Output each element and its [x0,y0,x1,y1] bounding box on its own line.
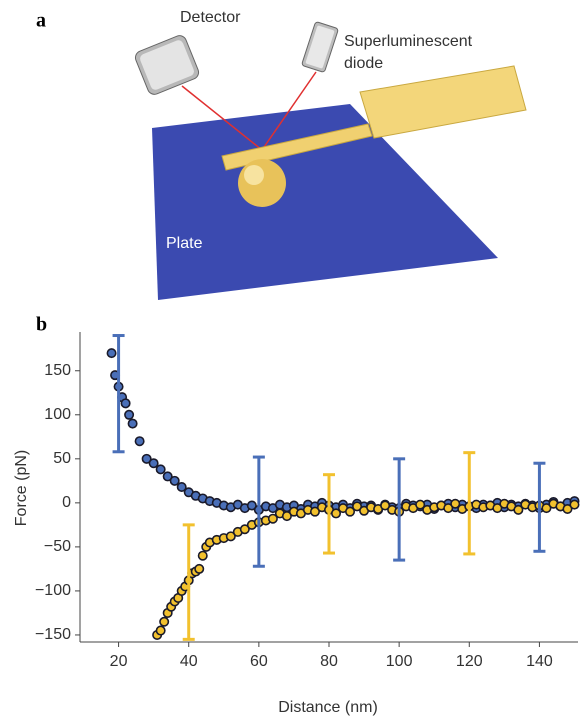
cantilever [221,123,373,171]
point [450,498,461,509]
y-tick-label: 50 [53,450,71,467]
point [415,499,426,510]
point [492,503,503,514]
detector-label: Detector [180,9,241,26]
y-tick-label: −100 [35,582,71,599]
point [380,500,391,511]
point [127,418,138,429]
y-tick-label: −50 [44,538,71,555]
sphere-highlight [244,165,264,185]
y-tick-label: 150 [44,362,71,379]
x-tick-label: 80 [320,653,338,670]
x-axis-title: Distance (nm) [278,699,378,716]
point [194,563,205,574]
point [124,409,135,420]
point [141,453,152,464]
diode-label: Superluminescent [344,33,473,50]
point [443,503,454,514]
point [569,499,580,510]
panel-label: b [36,314,47,336]
detector [134,35,200,95]
point [239,524,250,535]
point [148,458,159,469]
point [541,503,552,514]
point [225,531,236,542]
laser-incident [261,71,317,151]
y-axis-title: Force (pN) [13,450,30,526]
point [352,501,363,512]
point [120,398,131,409]
laser-reflected [181,85,263,151]
point [159,616,170,627]
x-tick-label: 140 [526,653,553,670]
point [281,511,292,522]
point [562,504,573,515]
x-tick-label: 20 [110,653,128,670]
y-tick-label: 0 [62,494,71,511]
panel-label: a [36,10,46,32]
point [267,513,278,524]
diode-label: diode [344,55,383,72]
x-tick-label: 100 [386,653,413,670]
point [513,504,524,515]
x-tick-label: 60 [250,653,268,670]
point [134,436,145,447]
cantilever-base [359,65,527,139]
point [246,500,257,511]
point [155,625,166,636]
point [309,506,320,517]
diode [301,21,339,73]
plate-label: Plate [166,235,203,252]
x-tick-label: 120 [456,653,483,670]
point [155,464,166,475]
point [169,475,180,486]
point [197,550,208,561]
y-tick-label: −150 [35,626,71,643]
point [162,471,173,482]
point [345,506,356,517]
point [331,508,342,519]
sphere [238,159,286,207]
x-tick-label: 40 [180,653,198,670]
point [106,348,117,359]
point [176,481,187,492]
y-tick-label: 100 [44,406,71,423]
